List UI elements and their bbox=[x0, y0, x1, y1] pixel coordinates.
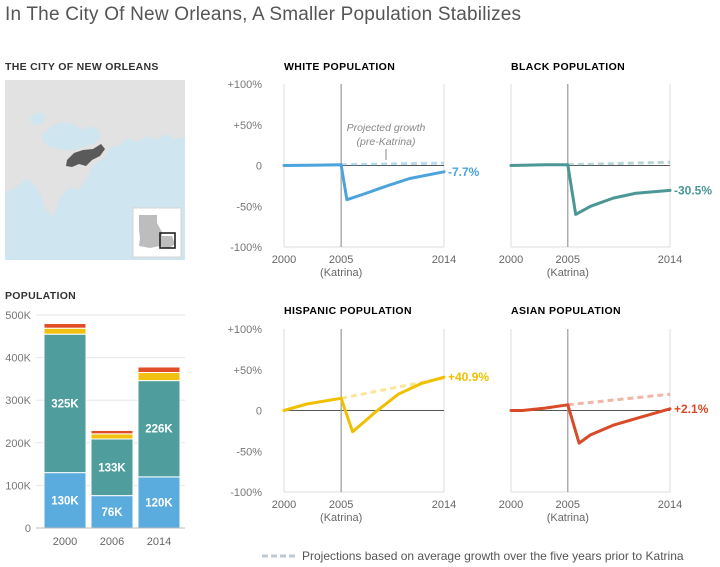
y-tick-label: -100% bbox=[230, 487, 262, 499]
x-tick-label: 2000 bbox=[499, 499, 523, 511]
x-tick-label: 2014 bbox=[432, 254, 456, 266]
bar-segment-asian bbox=[137, 366, 181, 374]
hispanic-population-chart: +100% +50% 0 -50% -100% 2000 2005 2014 (Katrina)… bbox=[227, 324, 489, 524]
lake-pontchartrain bbox=[42, 122, 101, 150]
end-value-label: +40.9% bbox=[448, 370, 489, 384]
y-tick-label: -50% bbox=[236, 446, 262, 458]
x-tick-label: 2000 bbox=[272, 254, 296, 266]
bar-y-tick-label: 0 bbox=[25, 523, 31, 535]
bar-y-tick-label: 100K bbox=[5, 480, 31, 492]
bar-segment-black bbox=[43, 333, 87, 474]
bar-y-tick-label: 300K bbox=[5, 395, 31, 407]
y-tick-label: +50% bbox=[234, 365, 263, 377]
bar-y-tick-label: 200K bbox=[5, 438, 31, 450]
projection-annotation-line1: Projected growth bbox=[347, 122, 426, 134]
page-title: In The City Of New Orleans, A Smaller Po… bbox=[5, 4, 522, 25]
new-orleans-city bbox=[66, 144, 105, 167]
end-value-label: -30.5% bbox=[674, 183, 712, 197]
population-label: POPULATION bbox=[5, 290, 77, 302]
y-tick-label: +100% bbox=[227, 79, 262, 91]
bar-data-label: 133K bbox=[98, 462, 126, 474]
actual-line bbox=[509, 163, 672, 216]
y-tick-label: -50% bbox=[236, 201, 262, 213]
bar-segment-black bbox=[137, 380, 181, 478]
projected-line bbox=[567, 160, 671, 167]
bar-data-label: 226K bbox=[145, 424, 173, 436]
katrina-label: (Katrina) bbox=[547, 267, 589, 279]
x-tick-label: 2014 bbox=[658, 499, 682, 511]
bar-segment-hispanic bbox=[43, 327, 87, 335]
bar-segment-white bbox=[137, 476, 181, 529]
actual-line bbox=[509, 403, 672, 445]
x-tick-label: 2005 bbox=[329, 499, 353, 511]
footnote-text: Projections based on average growth over… bbox=[302, 549, 684, 563]
projection-annotation-line2: (pre-Katrina) bbox=[357, 136, 416, 148]
katrina-label: (Katrina) bbox=[320, 267, 362, 279]
louisiana-shape bbox=[139, 215, 175, 249]
map-label: THE CITY OF NEW ORLEANS bbox=[5, 61, 159, 73]
bar-y-tick-label: 400K bbox=[5, 353, 31, 365]
asian-population-chart: 2000 2005 2014 (Katrina) +2.1% bbox=[499, 329, 709, 524]
katrina-label: (Katrina) bbox=[320, 512, 362, 524]
end-value-label: -7.7% bbox=[448, 165, 480, 179]
x-tick-label: 2014 bbox=[432, 499, 456, 511]
white-panel-title: WHITE POPULATION bbox=[284, 61, 396, 73]
bar-segment-hispanic bbox=[90, 433, 134, 440]
projected-line bbox=[567, 392, 671, 407]
x-tick-label: 2000 bbox=[272, 499, 296, 511]
actual-line bbox=[282, 375, 446, 434]
footnote-legend: Projections based on average growth over… bbox=[262, 549, 684, 563]
hispanic-panel-title: HISPANIC POPULATION bbox=[284, 305, 412, 317]
y-tick-label: +50% bbox=[234, 120, 263, 132]
white-population-chart: +100% +50% 0 -50% -100% 2000 2005 2014 (Katrina)… bbox=[227, 79, 479, 279]
actual-line bbox=[282, 163, 446, 202]
projected-line bbox=[340, 376, 445, 400]
x-tick-label: 2014 bbox=[658, 254, 682, 266]
y-tick-label: +100% bbox=[227, 324, 262, 336]
bar-segment-black bbox=[90, 438, 134, 497]
y-tick-label: -100% bbox=[230, 242, 262, 254]
y-tick-label: 0 bbox=[256, 161, 262, 173]
bar-segment-white bbox=[43, 472, 87, 529]
x-tick-label: 2005 bbox=[556, 254, 580, 266]
bar-segment-asian bbox=[90, 429, 134, 435]
bar-segment-asian bbox=[43, 323, 87, 329]
black-population-chart: 2000 2005 2014 (Katrina) -30.5% bbox=[499, 84, 712, 279]
locator-box bbox=[159, 232, 176, 249]
louisiana-locator-inset bbox=[132, 207, 182, 258]
black-panel-title: BLACK POPULATION bbox=[511, 61, 626, 73]
y-tick-label: 0 bbox=[256, 406, 262, 418]
asian-panel-title: ASIAN POPULATION bbox=[511, 305, 622, 317]
projected-line bbox=[341, 161, 445, 167]
bar-x-tick-label: 2014 bbox=[147, 536, 171, 548]
x-tick-label: 2000 bbox=[499, 254, 523, 266]
x-tick-label: 2005 bbox=[329, 254, 353, 266]
new-orleans-map bbox=[5, 80, 185, 260]
bar-data-label: 120K bbox=[145, 497, 173, 509]
bar-x-tick-label: 2000 bbox=[53, 536, 77, 548]
bar-data-label: 76K bbox=[101, 507, 123, 519]
bar-y-tick-label: 500K bbox=[5, 310, 31, 322]
bar-x-tick-label: 2006 bbox=[100, 536, 124, 548]
x-tick-label: 2005 bbox=[556, 499, 580, 511]
bar-data-label: 325K bbox=[51, 398, 79, 410]
bar-segment-hispanic bbox=[137, 372, 181, 382]
population-bar-chart: 0 100K 200K 300K 400K 500K 130K 325K 2000 76K 133K… bbox=[5, 310, 185, 548]
end-value-label: +2.1% bbox=[674, 402, 709, 416]
bar-data-label: 130K bbox=[51, 495, 79, 507]
lake-maurepas bbox=[30, 112, 45, 125]
katrina-label: (Katrina) bbox=[547, 512, 589, 524]
